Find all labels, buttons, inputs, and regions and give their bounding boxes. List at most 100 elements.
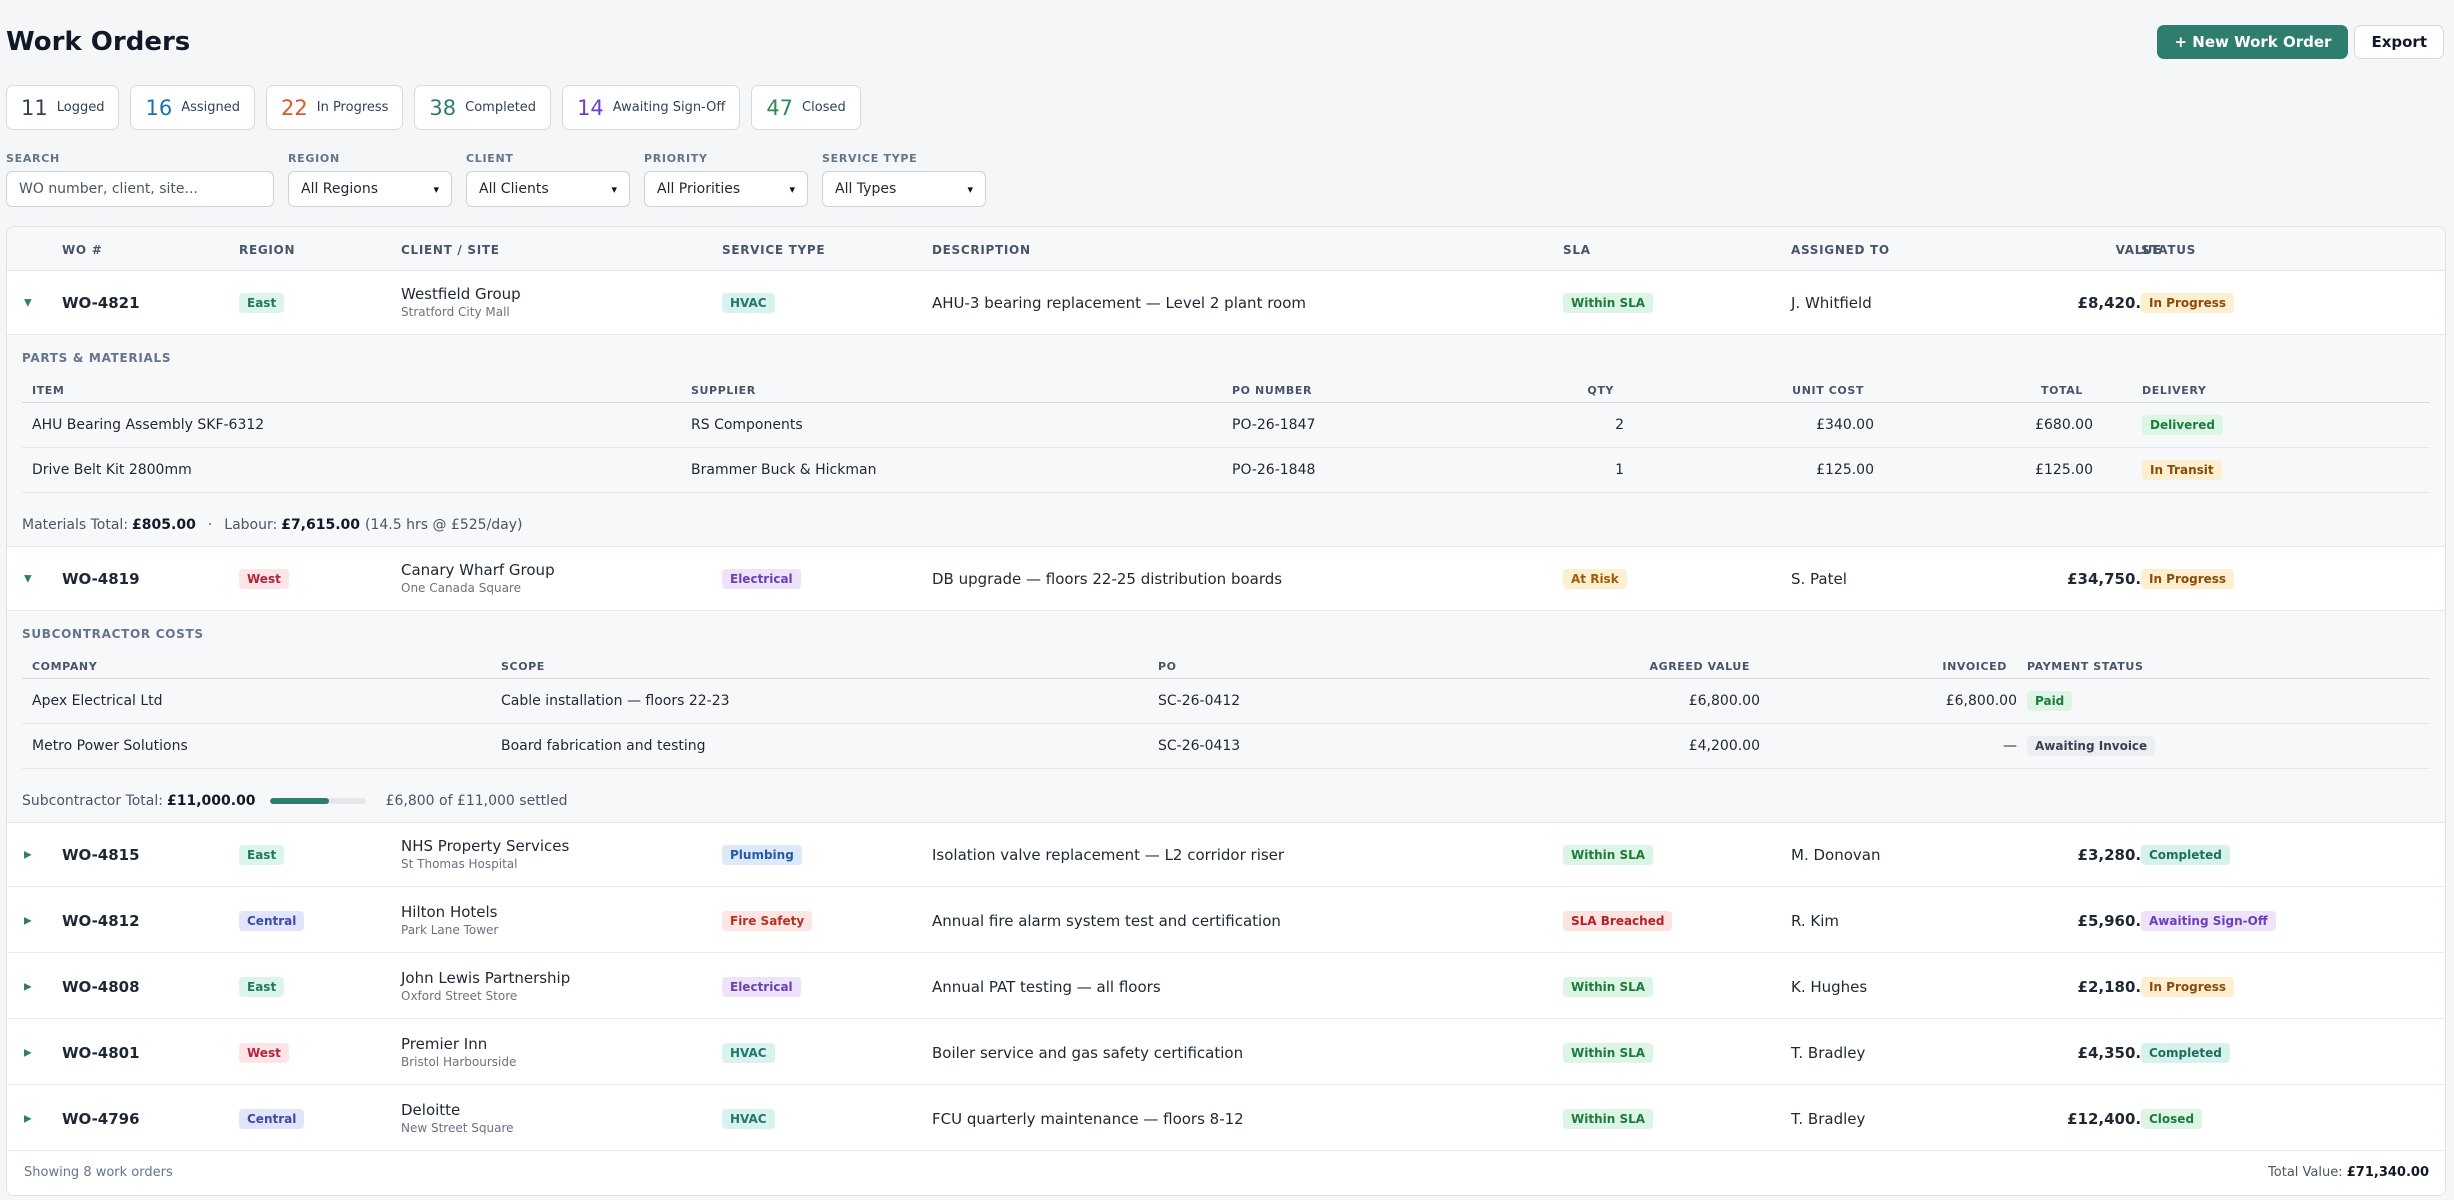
description: FCU quarterly maintenance — floors 8-12 — [932, 1109, 1244, 1128]
materials-total-label: Materials Total: — [22, 517, 129, 533]
wo-number[interactable]: WO-4812 — [62, 911, 140, 930]
wo-number[interactable]: WO-4801 — [62, 1043, 140, 1062]
chevron-down-icon: ▾ — [967, 182, 973, 196]
service-cell: HVAC — [722, 1108, 775, 1129]
subcontractor-row: Metro Power Solutions Board fabrication a… — [22, 724, 2430, 769]
service-type-label: Service Type — [822, 152, 918, 165]
status-chip-logged[interactable]: 11 Logged — [6, 85, 120, 130]
client-label: Client — [466, 152, 514, 165]
part-unit-cost: £125.00 — [1816, 462, 1874, 478]
caret-down-icon[interactable]: ▼ — [24, 573, 32, 584]
column-header-value[interactable]: Value — [2115, 243, 2162, 257]
status-chip-completed[interactable]: 38 Completed — [414, 85, 552, 130]
status-chip-count: 22 — [281, 95, 308, 120]
table-row[interactable]: ▶ WO-4812 Central Hilton Hotels Park Lane To… — [7, 889, 2445, 953]
sla-badge: Within SLA — [1563, 976, 1654, 997]
site-name: One Canada Square — [401, 580, 521, 595]
description: DB upgrade — floors 22-25 distribution b… — [932, 569, 1283, 588]
region-filter: Region All Regions ▾ — [288, 152, 452, 207]
order-value: £4,350.00 — [2077, 1043, 2162, 1062]
caret-down-icon[interactable]: ▼ — [24, 297, 32, 308]
column-header-status[interactable]: Status — [2141, 243, 2197, 257]
table-row[interactable]: ▶ WO-4796 Central Deloitte New Street Square… — [7, 1087, 2445, 1151]
chevron-down-icon: ▾ — [611, 182, 617, 196]
caret-right-icon[interactable]: ▶ — [24, 981, 32, 992]
showing-count: Showing 8 work orders — [24, 1165, 173, 1180]
column-header-sla[interactable]: SLA — [1563, 243, 1591, 257]
column-header-region[interactable]: Region — [239, 243, 296, 257]
service-cell: Electrical — [722, 976, 801, 997]
region-select[interactable]: All Regions ▾ — [288, 171, 452, 207]
column-header-service-type[interactable]: Service Type — [722, 243, 826, 257]
wo-number[interactable]: WO-4808 — [62, 977, 140, 996]
order-value: £8,420.00 — [2077, 293, 2162, 312]
site-name: Stratford City Mall — [401, 304, 510, 319]
search-input[interactable]: WO number, client, site... — [6, 171, 274, 207]
status-chip-in-progress[interactable]: 22 In Progress — [266, 85, 404, 130]
client-name: Westfield Group — [401, 284, 521, 303]
status-badge: In Progress — [2141, 568, 2235, 589]
export-button[interactable]: Export — [2354, 25, 2444, 59]
client-select[interactable]: All Clients ▾ — [466, 171, 630, 207]
wo-number[interactable]: WO-4819 — [62, 569, 140, 588]
work-orders-table: WO # Region Client / Site Service Type Descr… — [6, 226, 2446, 1196]
caret-right-icon[interactable]: ▶ — [24, 849, 32, 860]
part-supplier: Brammer Buck & Hickman — [691, 462, 877, 478]
column-header-description[interactable]: Description — [932, 243, 1031, 257]
sla-cell: Within SLA — [1563, 292, 1654, 313]
service-type-select[interactable]: All Types ▾ — [822, 171, 986, 207]
subcontractor-column-scope: Scope — [501, 660, 545, 673]
subcontractor-panel-title: Subcontractor Costs — [22, 627, 204, 641]
parts-column-item: Item — [32, 384, 65, 397]
summary-separator: · — [207, 517, 213, 533]
table-row[interactable]: ▶ WO-4808 East John Lewis Partnership Oxford… — [7, 955, 2445, 1019]
client-name: Deloitte — [401, 1100, 461, 1119]
order-value: £5,960.00 — [2077, 911, 2162, 930]
parts-row: AHU Bearing Assembly SKF-6312 RS Componen… — [22, 403, 2430, 448]
parts-row: Drive Belt Kit 2800mm Brammer Buck & Hick… — [22, 448, 2430, 493]
table-row[interactable]: ▼ WO-4819 West Canary Wharf Group One Canada… — [7, 547, 2445, 611]
service-type-filter: Service Type All Types ▾ — [822, 152, 986, 207]
caret-right-icon[interactable]: ▶ — [24, 1113, 32, 1124]
client-filter: Client All Clients ▾ — [466, 152, 630, 207]
service-type-select-value: All Types — [835, 181, 897, 197]
search-label: Search — [6, 152, 60, 165]
part-total: £125.00 — [2035, 462, 2093, 478]
service-type-badge: HVAC — [722, 1108, 775, 1129]
subcontractor-column-po: PO — [1158, 660, 1177, 673]
status-summary: 11 Logged 16 Assigned 22 In Progress 38 Complet… — [6, 85, 861, 130]
new-work-order-button[interactable]: + New Work Order — [2157, 25, 2349, 59]
wo-number[interactable]: WO-4815 — [62, 845, 140, 864]
wo-number[interactable]: WO-4796 — [62, 1109, 140, 1128]
site-name: St Thomas Hospital — [401, 856, 518, 871]
column-header-assigned-to[interactable]: Assigned To — [1791, 243, 1890, 257]
table-row[interactable]: ▶ WO-4815 East NHS Property Services St Thom… — [7, 823, 2445, 887]
service-type-badge: Plumbing — [722, 844, 802, 865]
status-badge: In Progress — [2141, 292, 2235, 313]
table-row[interactable]: ▼ WO-4821 East Westfield Group Stratford Cit… — [7, 271, 2445, 335]
priority-select[interactable]: All Priorities ▾ — [644, 171, 808, 207]
sla-badge: Within SLA — [1563, 844, 1654, 865]
region-select-value: All Regions — [301, 181, 379, 197]
region-cell: Central — [239, 1108, 305, 1129]
status-chip-awaiting-sign-off[interactable]: 14 Awaiting Sign-Off — [562, 85, 741, 130]
status-chip-label: Closed — [802, 100, 846, 115]
column-header-client-site[interactable]: Client / Site — [401, 243, 500, 257]
subcontractor-po: SC-26-0413 — [1158, 738, 1241, 754]
region-badge: East — [239, 292, 285, 313]
wo-number[interactable]: WO-4821 — [62, 293, 140, 312]
status-cell: Closed — [2141, 1108, 2203, 1129]
caret-right-icon[interactable]: ▶ — [24, 915, 32, 926]
table-row[interactable]: ▶ WO-4801 West Premier Inn Bristol Harboursi… — [7, 1021, 2445, 1085]
status-chip-label: Logged — [56, 100, 105, 115]
parts-materials-panel: Parts & Materials Item Supplier PO Number Qt… — [7, 335, 2445, 547]
part-unit-cost: £340.00 — [1816, 417, 1874, 433]
payment-status-badge: Awaiting Invoice — [2027, 736, 2156, 756]
settlement-progress-fill — [269, 798, 329, 804]
status-chip-assigned[interactable]: 16 Assigned — [130, 85, 255, 130]
status-cell: In Progress — [2141, 976, 2235, 997]
status-chip-closed[interactable]: 47 Closed — [751, 85, 861, 130]
region-badge: East — [239, 844, 285, 865]
caret-right-icon[interactable]: ▶ — [24, 1047, 32, 1058]
subcontractor-invoiced: £6,800.00 — [1945, 693, 2017, 709]
